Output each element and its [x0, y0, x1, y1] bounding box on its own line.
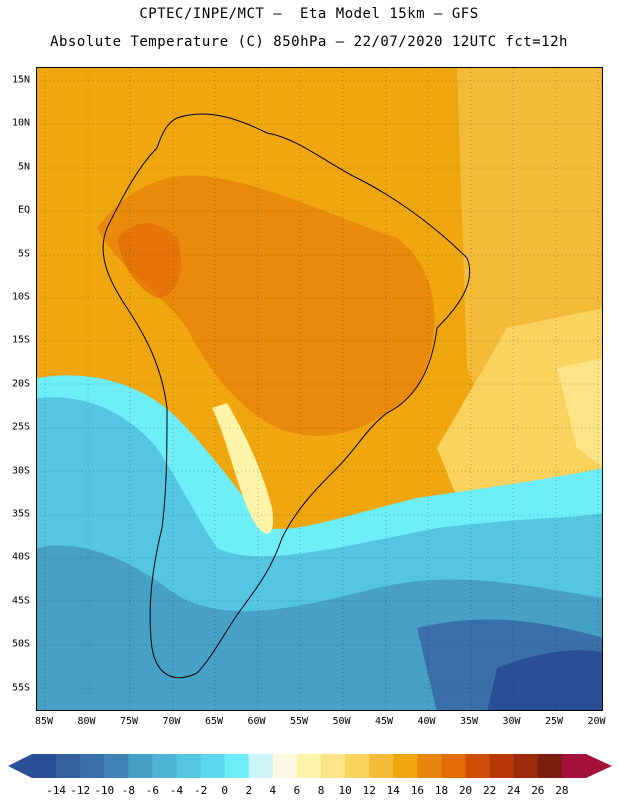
chart-title-line1: CPTEC/INPE/MCT – Eta Model 15km – GFS: [139, 6, 479, 22]
colorbar-swatch: [200, 754, 226, 778]
colorbar: [8, 754, 612, 778]
lat-label: 50S: [11, 638, 30, 650]
lat-label: 40S: [11, 551, 30, 563]
colorbar-tick-label: -4: [169, 784, 184, 797]
colorbar-swatch: [537, 754, 563, 778]
lat-label: EQ: [17, 204, 30, 216]
lon-label: 45W: [374, 716, 394, 727]
lon-label: 55W: [289, 716, 309, 727]
lat-label: 15N: [11, 74, 30, 86]
colorbar-tick-label: 12: [362, 784, 376, 797]
colorbar-swatch: [561, 754, 587, 778]
lon-label: 30W: [502, 716, 521, 727]
colorbar-swatch: [345, 754, 370, 778]
lon-label: 60W: [247, 716, 266, 727]
field-atlantic-12: [557, 358, 602, 467]
colorbar-swatch: [441, 754, 467, 778]
colorbar-max-arrow: [586, 754, 612, 778]
colorbar-swatch: [465, 754, 491, 778]
lat-label: 45S: [11, 595, 30, 607]
colorbar-tick-label: 20: [458, 784, 473, 797]
lat-label: 20S: [11, 378, 30, 390]
colorbar-swatch: [152, 754, 178, 778]
colorbar-swatch: [248, 754, 274, 778]
colorbar-tick-label: 10: [338, 784, 352, 797]
colorbar-tick-label: -14: [46, 784, 67, 797]
colorbar-tick-label: -6: [145, 784, 160, 797]
lon-label: 25W: [544, 716, 564, 727]
colorbar-swatch: [56, 754, 81, 778]
temperature-map: [36, 67, 603, 711]
colorbar-tick-label: -10: [94, 784, 115, 797]
colorbar-tick-label: 16: [410, 784, 425, 797]
field-cold-tongue: [212, 403, 273, 534]
colorbar-tick-label: -8: [121, 784, 135, 797]
colorbar-swatch: [321, 754, 346, 778]
colorbar-swatch: [417, 754, 442, 778]
colorbar-swatch: [104, 754, 129, 778]
colorbar-min-arrow: [8, 754, 32, 778]
lat-label: 55S: [11, 682, 30, 694]
colorbar-tick-label: 24: [507, 784, 521, 797]
lat-label: 35S: [11, 508, 30, 520]
lon-label: 40W: [417, 716, 436, 727]
lon-label: 85W: [34, 716, 54, 727]
colorbar-swatch: [80, 754, 105, 778]
colorbar-swatch: [393, 754, 418, 778]
colorbar-swatch: [32, 754, 57, 778]
lon-label: 75W: [119, 716, 139, 727]
colorbar-tick-label: 8: [317, 784, 325, 797]
field-andes-24: [117, 223, 181, 298]
colorbar-swatch: [176, 754, 202, 778]
lat-label: 10N: [11, 117, 30, 129]
colorbar-tick-label: 6: [293, 784, 301, 797]
lat-label: 25S: [11, 421, 30, 433]
field-ocean-minus14: [487, 650, 602, 710]
colorbar-tick-label: -2: [193, 784, 208, 797]
colorbar-tick-label: -12: [70, 784, 91, 797]
lat-label: 10S: [11, 291, 30, 303]
colorbar-tick-label: 18: [434, 784, 449, 797]
lon-label: 80W: [77, 716, 96, 727]
colorbar-swatch: [296, 754, 322, 778]
colorbar-swatch: [224, 754, 250, 778]
colorbar-tick-label: 0: [221, 784, 228, 797]
colorbar-swatch: [513, 754, 539, 778]
colorbar-swatch: [489, 754, 515, 778]
lon-label: 20W: [587, 716, 606, 727]
colorbar-swatch: [272, 754, 298, 778]
chart-title-line2: Absolute Temperature (C) 850hPa – 22/07/…: [50, 34, 568, 50]
lat-label: 5S: [17, 248, 30, 260]
colorbar-swatch: [369, 754, 394, 778]
lat-label: 5N: [17, 161, 30, 173]
colorbar-tick-label: 2: [245, 784, 253, 797]
colorbar-tick-label: 28: [555, 784, 569, 797]
colorbar-tick-label: 22: [483, 784, 497, 797]
lon-label: 70W: [162, 716, 181, 727]
field-atlantic-14: [437, 308, 602, 498]
lat-label: 30S: [11, 465, 30, 477]
lon-label: 35W: [459, 716, 479, 727]
colorbar-swatch: [128, 754, 153, 778]
lon-label: 65W: [204, 716, 224, 727]
colorbar-tick-label: 4: [269, 784, 277, 797]
colorbar-tick-label: 26: [531, 784, 545, 797]
graticule: [37, 68, 602, 710]
colorbar-tick-label: 14: [386, 784, 400, 797]
lon-label: 50W: [332, 716, 351, 727]
field-land-22: [97, 175, 435, 436]
continent-outline: [102, 113, 471, 679]
lat-label: 15S: [11, 334, 30, 346]
